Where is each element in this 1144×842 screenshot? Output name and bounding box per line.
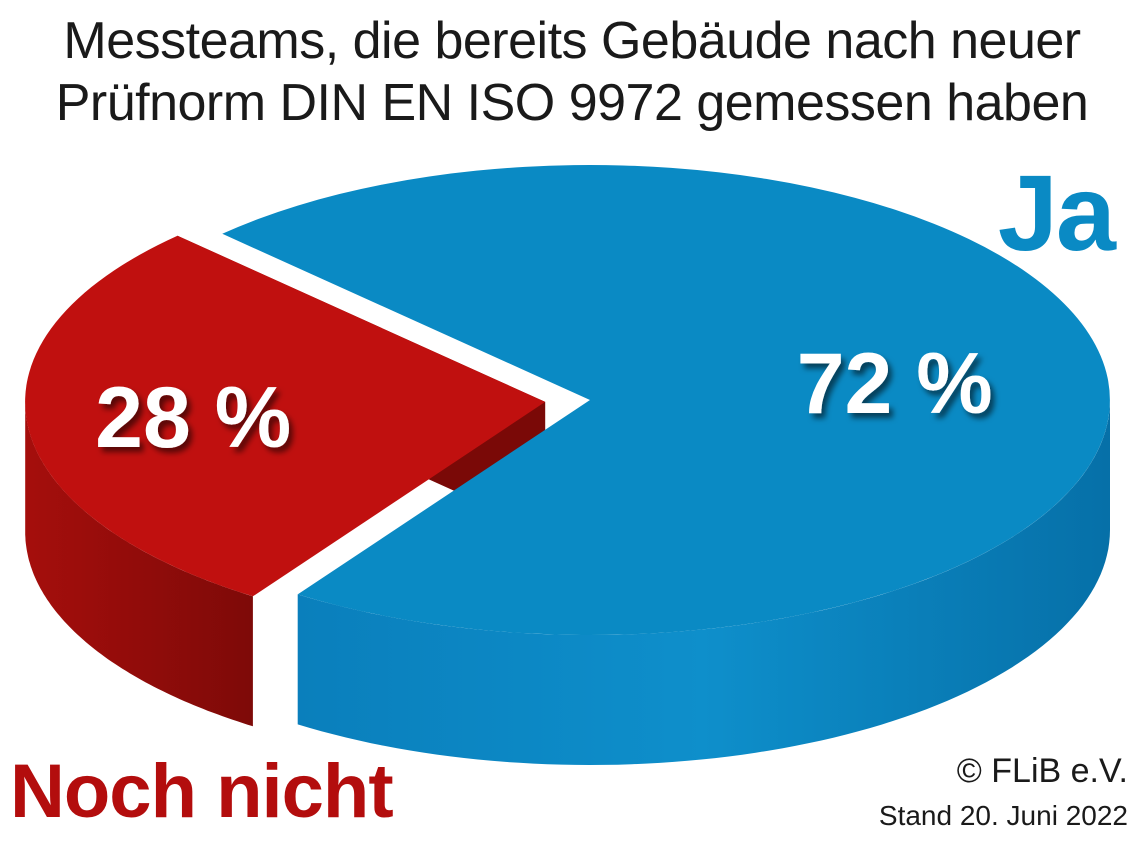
legend-noch-nicht: Noch nicht (10, 749, 394, 834)
date-stand: Stand 20. Juni 2022 (878, 800, 1128, 831)
slice-side-noch-nicht (25, 401, 253, 727)
copyright-credit: © FLiB e.V. (956, 752, 1128, 790)
value-label-noch-nicht: 28 % (95, 370, 291, 466)
slice-top-noch-nicht (25, 235, 546, 597)
slice-top-ja (222, 165, 1110, 636)
chart-title-line-1: Messteams, die bereits Gebäude nach neue… (63, 12, 1081, 70)
legend-ja: Ja (997, 152, 1116, 273)
value-label-ja: 72 % (797, 336, 993, 432)
chart-title: Messteams, die bereits Gebäude nach neue… (0, 10, 1144, 134)
chart-title-line-2: Prüfnorm DIN EN ISO 9972 gemessen haben (55, 74, 1089, 132)
slice-side-ja (297, 400, 1110, 765)
